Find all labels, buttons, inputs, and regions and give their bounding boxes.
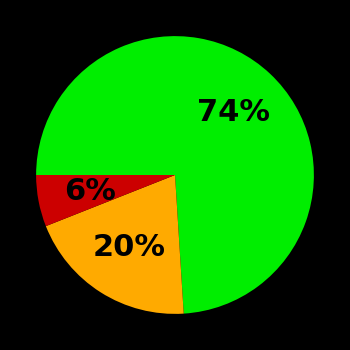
Text: 20%: 20% bbox=[92, 233, 165, 262]
Text: 6%: 6% bbox=[64, 177, 116, 206]
Wedge shape bbox=[36, 36, 314, 314]
Wedge shape bbox=[36, 175, 175, 226]
Text: 74%: 74% bbox=[197, 98, 271, 127]
Wedge shape bbox=[46, 175, 184, 314]
